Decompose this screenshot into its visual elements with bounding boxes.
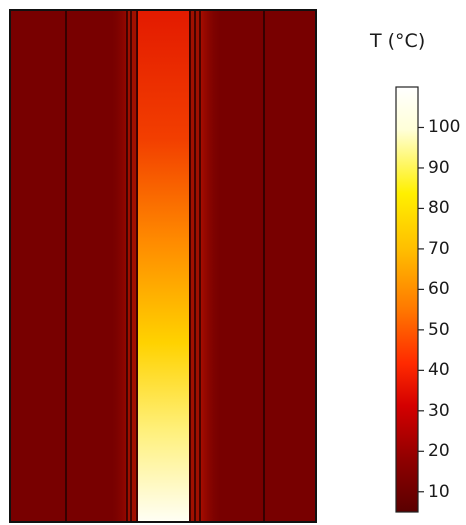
colorbar-tick-label: 70 [428,238,450,259]
colorbar-tick-label: 80 [428,198,450,219]
colorbar [395,86,419,513]
colorbar-tick-label: 40 [428,360,450,381]
colorbar-tick-label: 90 [428,157,450,178]
colorbar-tick-label: 30 [428,400,450,421]
colorbar-tick-label: 60 [428,279,450,300]
colorbar-tick-label: 10 [428,481,450,502]
legend-title: T (°C) [370,30,426,52]
colorbar-tick-label: 20 [428,441,450,462]
domain-frame [9,9,317,523]
domain-boundaries [65,10,265,522]
colorbar-tick-label: 100 [428,117,461,138]
colorbar-ticks [418,126,424,493]
wall-layer-left [127,10,137,522]
hot-channel [138,10,189,522]
colorbar-tick-label: 50 [428,319,450,340]
